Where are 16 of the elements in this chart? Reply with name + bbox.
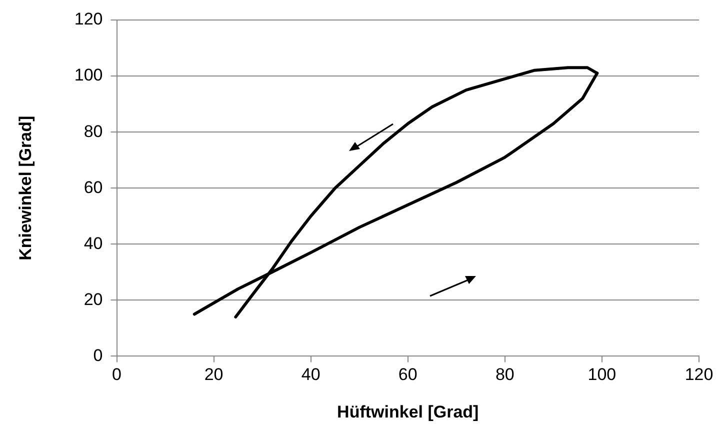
x-tick-label: 20	[204, 365, 224, 384]
y-tick-label: 40	[84, 234, 103, 253]
x-tick-label: 0	[112, 365, 122, 384]
x-tick-label: 80	[495, 365, 514, 384]
y-tick-label: 100	[74, 66, 103, 85]
y-axis-title: Kniewinkel [Grad]	[16, 116, 35, 260]
x-tick-label: 100	[588, 365, 616, 384]
y-tick-label: 20	[84, 290, 103, 309]
x-tick-label: 120	[684, 365, 714, 384]
y-tick-label: 80	[84, 122, 103, 141]
x-tick-label: 60	[398, 365, 418, 384]
y-tick-label: 0	[93, 346, 103, 365]
y-tick-label: 60	[84, 178, 103, 197]
y-tick-label: 120	[74, 10, 103, 29]
x-axis-title: Hüftwinkel [Grad]	[337, 402, 479, 422]
x-tick-label: 40	[301, 365, 320, 384]
